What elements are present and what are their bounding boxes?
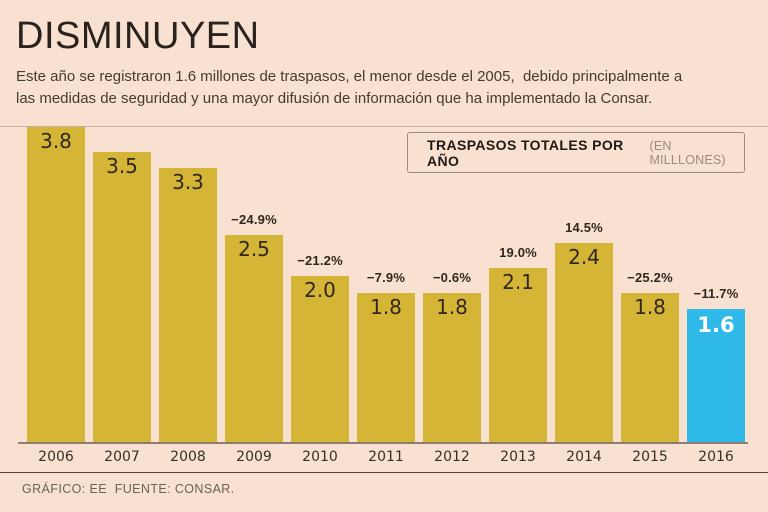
pct-change-label-2016: −11.7%: [693, 286, 739, 301]
pct-change-label-2012: −0.6%: [432, 270, 472, 285]
bar-2013: 2.1: [489, 268, 547, 442]
chart-column-2011: −7.9% 1.8: [357, 270, 415, 442]
bar-2011: 1.8: [357, 293, 415, 442]
legend-title: TRASPASOS TOTALES POR AÑO: [427, 136, 624, 169]
chart-column-2010: −21.2% 2.0: [291, 253, 349, 442]
page-title: DISMINUYEN: [16, 15, 260, 57]
bar-2007: 3.5: [93, 152, 151, 442]
subtitle-line-2: las medidas de seguridad y una mayor dif…: [16, 90, 653, 107]
chart-column-2006: 3.8: [27, 127, 85, 442]
axis-year-2012: 2012: [434, 449, 470, 465]
chart-legend: TRASPASOS TOTALES POR AÑO (EN MILLLONES): [407, 132, 745, 173]
bar-value-label-2009: 2.5: [238, 237, 270, 261]
chart-column-2009: −24.9% 2.5: [225, 212, 283, 442]
bar-2009: 2.5: [225, 235, 283, 442]
plot-area: 3.8 3.5 3.3 −24.9% 2.5 −21.2% 2.0 −7.9% 1.8 −0.6%…: [18, 127, 748, 444]
pct-change-label-2013: 19.0%: [499, 245, 537, 260]
axis-year-2010: 2010: [302, 449, 338, 465]
bar-2014: 2.4: [555, 243, 613, 442]
bar-value-label-2014: 2.4: [568, 245, 600, 269]
legend-units: (EN MILLLONES): [649, 138, 726, 167]
source-credit: GRÁFICO: EE FUENTE: CONSAR.: [22, 482, 235, 496]
pct-change-label-2011: −7.9%: [366, 270, 406, 285]
bar-value-label-2006: 3.8: [40, 129, 72, 153]
pct-change-label-2010: −21.2%: [297, 253, 343, 268]
subtitle: Este año se registraron 1.6 millones de …: [16, 66, 750, 110]
axis-year-2009: 2009: [236, 449, 272, 465]
chart-column-2008: 3.3: [159, 168, 217, 442]
x-axis-labels: 2006 2007 2008 2009 2010 2011 2012 2013 2014 2015…: [18, 444, 748, 465]
bar-2015: 1.8: [621, 293, 679, 442]
axis-year-2007: 2007: [104, 449, 140, 465]
bar-value-label-2015: 1.8: [634, 295, 666, 319]
bar-value-label-2016: 1.6: [697, 313, 735, 337]
pct-change-label-2015: −25.2%: [627, 270, 673, 285]
footer-divider: [0, 472, 768, 473]
axis-year-2008: 2008: [170, 449, 206, 465]
subtitle-line-1: Este año se registraron 1.6 millones de …: [16, 68, 683, 85]
bar-value-label-2007: 3.5: [106, 154, 138, 178]
axis-year-2011: 2011: [368, 449, 404, 465]
chart-column-2015: −25.2% 1.8: [621, 270, 679, 442]
bar-value-label-2011: 1.8: [370, 295, 402, 319]
bar-2010: 2.0: [291, 276, 349, 442]
header: DISMINUYEN Este año se registraron 1.6 m…: [0, 0, 768, 110]
pct-change-label-2009: −24.9%: [231, 212, 277, 227]
bar-value-label-2012: 1.8: [436, 295, 468, 319]
axis-year-2016: 2016: [698, 449, 734, 465]
bar-value-label-2013: 2.1: [502, 270, 534, 294]
bar-2012: 1.8: [423, 293, 481, 442]
pct-change-label-2014: 14.5%: [565, 220, 603, 235]
chart-column-2007: 3.5: [93, 152, 151, 442]
bar-2006: 3.8: [27, 127, 85, 442]
axis-year-2015: 2015: [632, 449, 668, 465]
chart-column-2013: 19.0% 2.1: [489, 245, 547, 442]
chart-column-2012: −0.6% 1.8: [423, 270, 481, 442]
axis-year-2013: 2013: [500, 449, 536, 465]
bar-value-label-2010: 2.0: [304, 278, 336, 302]
chart-column-2014: 14.5% 2.4: [555, 220, 613, 442]
bar-2008: 3.3: [159, 168, 217, 442]
bar-2016: 1.6: [687, 309, 745, 442]
bar-value-label-2008: 3.3: [172, 170, 204, 194]
axis-year-2006: 2006: [38, 449, 74, 465]
axis-year-2014: 2014: [566, 449, 602, 465]
bar-chart: TRASPASOS TOTALES POR AÑO (EN MILLLONES)…: [0, 126, 768, 465]
chart-column-2016: −11.7% 1.6: [687, 286, 745, 442]
